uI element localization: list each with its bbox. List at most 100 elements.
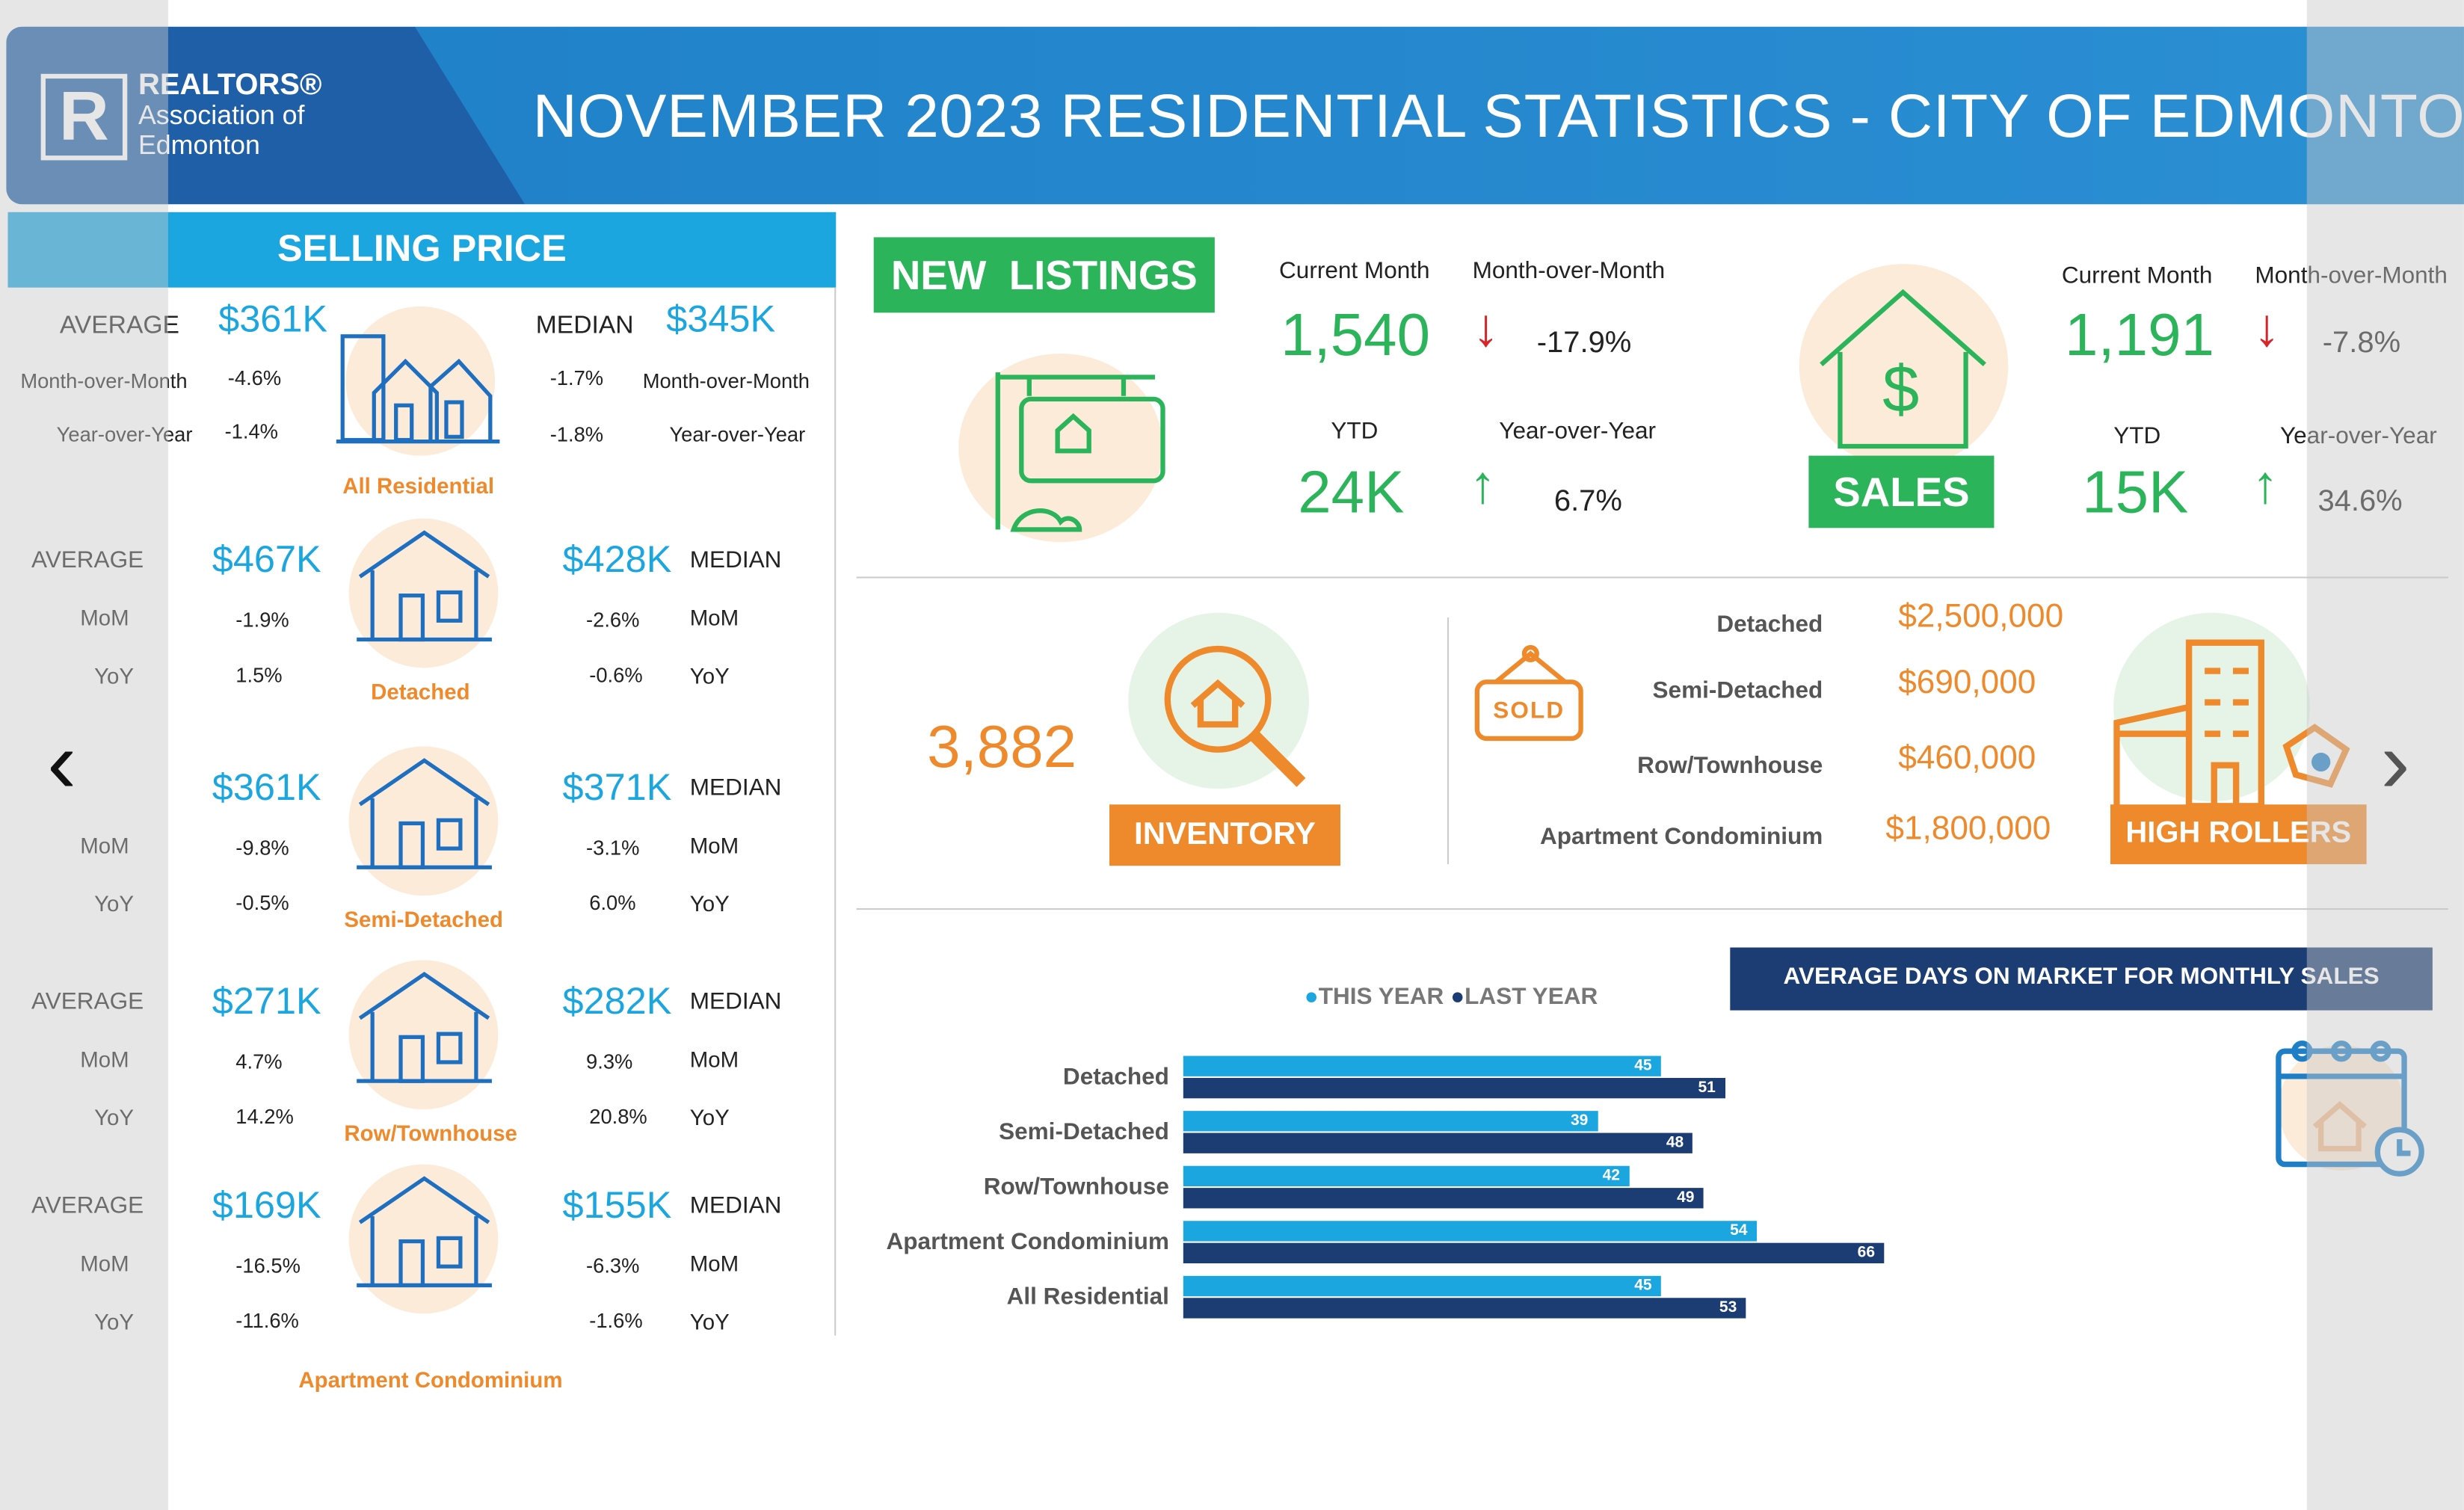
yoy-label: YoY <box>94 890 135 916</box>
new-listings-yoy: 6.7% <box>1553 485 1622 519</box>
high-roller-type: Row/Townhouse <box>1637 752 1823 780</box>
new-listings-badge <box>873 237 1215 313</box>
listing-sign-icon <box>995 372 1165 532</box>
calendar-house-icon <box>2276 1041 2424 1177</box>
new-listings-label: NEW LISTINGS <box>890 251 1198 299</box>
yoy-label: YoY <box>94 663 135 688</box>
category-label: Detached <box>371 679 470 704</box>
sales-label: SALES <box>1833 468 1970 516</box>
bar-value-label: 66 <box>1857 1244 1876 1262</box>
magnifier-house-icon <box>1164 645 1306 787</box>
avg-mom: 4.7% <box>235 1050 283 1073</box>
logo-text: REALTORS® <box>138 69 322 102</box>
high-roller-price: $460,000 <box>1898 740 2036 777</box>
high-roller-price: $1,800,000 <box>1885 810 2051 847</box>
next-arrow-button[interactable]: › <box>2380 712 2410 811</box>
high-rollers-badge <box>2110 804 2367 865</box>
carousel-right-edge <box>2306 0 2464 1510</box>
selling-price-header <box>7 212 837 288</box>
avg-mom: -16.5% <box>235 1254 301 1278</box>
mom-label: Month-over-Month <box>2255 262 2448 289</box>
bar-this-year: 42 <box>1183 1165 1630 1187</box>
bar-last-year: 53 <box>1183 1298 1746 1319</box>
current-month-label: Current Month <box>2061 262 2213 289</box>
property-type-icon <box>357 972 492 1083</box>
divider <box>834 287 837 1336</box>
chart-category-label: Detached <box>1062 1064 1169 1091</box>
median-value: $282K <box>562 980 672 1023</box>
chart-category-label: Row/Townhouse <box>983 1174 1169 1201</box>
average-value: $169K <box>212 1184 321 1227</box>
average-label: AVERAGE <box>31 988 144 1015</box>
bar-this-year: 39 <box>1183 1111 1598 1132</box>
yoy-label: Year-over-Year <box>1499 418 1657 445</box>
residential-buildings-icon <box>336 334 500 444</box>
bar-value-label: 53 <box>1719 1299 1737 1317</box>
sold-sign-icon <box>1474 644 1583 742</box>
category-label: Row/Townhouse <box>344 1120 517 1146</box>
median-label: MEDIAN <box>689 774 782 802</box>
average-label: AVERAGE <box>31 546 144 574</box>
average-label: AVERAGE <box>59 312 179 340</box>
median-value: $371K <box>562 766 672 810</box>
property-type-icon <box>357 758 492 869</box>
average-value: $271K <box>212 980 321 1023</box>
logo-text: Association of <box>138 100 305 131</box>
med-mom: -6.3% <box>586 1254 640 1278</box>
avg-yoy: -11.6% <box>235 1308 299 1333</box>
avg-mom: -9.8% <box>235 836 289 860</box>
med-yoy: -1.6% <box>589 1308 643 1333</box>
house-dollar-icon: $ <box>1820 289 1986 449</box>
med-yoy: 6.0% <box>589 890 636 915</box>
bar-value-label: 51 <box>1698 1079 1716 1097</box>
median-label: MEDIAN <box>535 312 634 340</box>
chart-category-label: Apartment Condominium <box>886 1228 1169 1256</box>
mom-label: MoM <box>689 605 739 630</box>
new-listings-ytd: 24K <box>1298 460 1405 527</box>
high-roller-type: Detached <box>1716 611 1823 638</box>
bar-this-year: 54 <box>1183 1221 1758 1242</box>
high-roller-type: Semi-Detached <box>1652 677 1823 704</box>
median-value: $345K <box>666 298 776 342</box>
avg-yoy: -1.4% <box>224 419 278 443</box>
yoy-label: YoY <box>689 1308 730 1334</box>
arrow-down-icon: ↓ <box>1472 298 1500 359</box>
category-label: Apartment Condominium <box>298 1366 563 1393</box>
avg-mom: -4.6% <box>227 366 282 390</box>
yoy-label: Year-over-Year <box>56 422 193 446</box>
bar-last-year: 49 <box>1183 1188 1704 1209</box>
sales-badge <box>1808 455 1995 528</box>
sold-sign-text: SOLD <box>1493 697 1565 725</box>
arrow-down-icon: ↓ <box>2253 298 2281 359</box>
mom-label: Month-over-Month <box>20 369 188 393</box>
new-listings-mom: -17.9% <box>1536 327 1632 360</box>
bar-value-label: 48 <box>1666 1134 1684 1152</box>
inventory-value: 3,882 <box>927 715 1077 781</box>
divider <box>1447 617 1450 865</box>
legend-dot-this-year: ● <box>1304 983 1319 1011</box>
bar-last-year: 48 <box>1183 1132 1693 1153</box>
yoy-label: YoY <box>689 890 730 916</box>
legend-this-year: THIS YEAR <box>1318 983 1444 1011</box>
legend-dot-last-year: ● <box>1450 983 1465 1011</box>
prev-arrow-button[interactable]: ‹ <box>47 712 77 811</box>
inventory-label: INVENTORY <box>1134 817 1316 852</box>
med-mom: 9.3% <box>586 1050 633 1073</box>
mom-label: MoM <box>689 1251 739 1276</box>
average-value: $467K <box>212 538 321 582</box>
chart-title: AVERAGE DAYS ON MARKET FOR MONTHLY SALES <box>1783 963 2380 990</box>
chart-category-label: All Residential <box>1006 1284 1169 1311</box>
bar-value-label: 45 <box>1634 1057 1652 1075</box>
bar-this-year: 45 <box>1183 1056 1662 1076</box>
chart-category-label: Semi-Detached <box>999 1118 1169 1146</box>
high-rollers-label: HIGH ROLLERS <box>2125 817 2352 851</box>
inventory-badge <box>1109 804 1341 866</box>
avg-yoy: 14.2% <box>235 1104 294 1129</box>
svg-text:$: $ <box>1882 352 1919 426</box>
sales-mom: -7.8% <box>2322 327 2401 360</box>
yoy-label: Year-over-Year <box>669 422 806 446</box>
bar-last-year: 51 <box>1183 1077 1725 1099</box>
bar-value-label: 49 <box>1677 1189 1695 1207</box>
legend-last-year: LAST YEAR <box>1464 983 1598 1011</box>
